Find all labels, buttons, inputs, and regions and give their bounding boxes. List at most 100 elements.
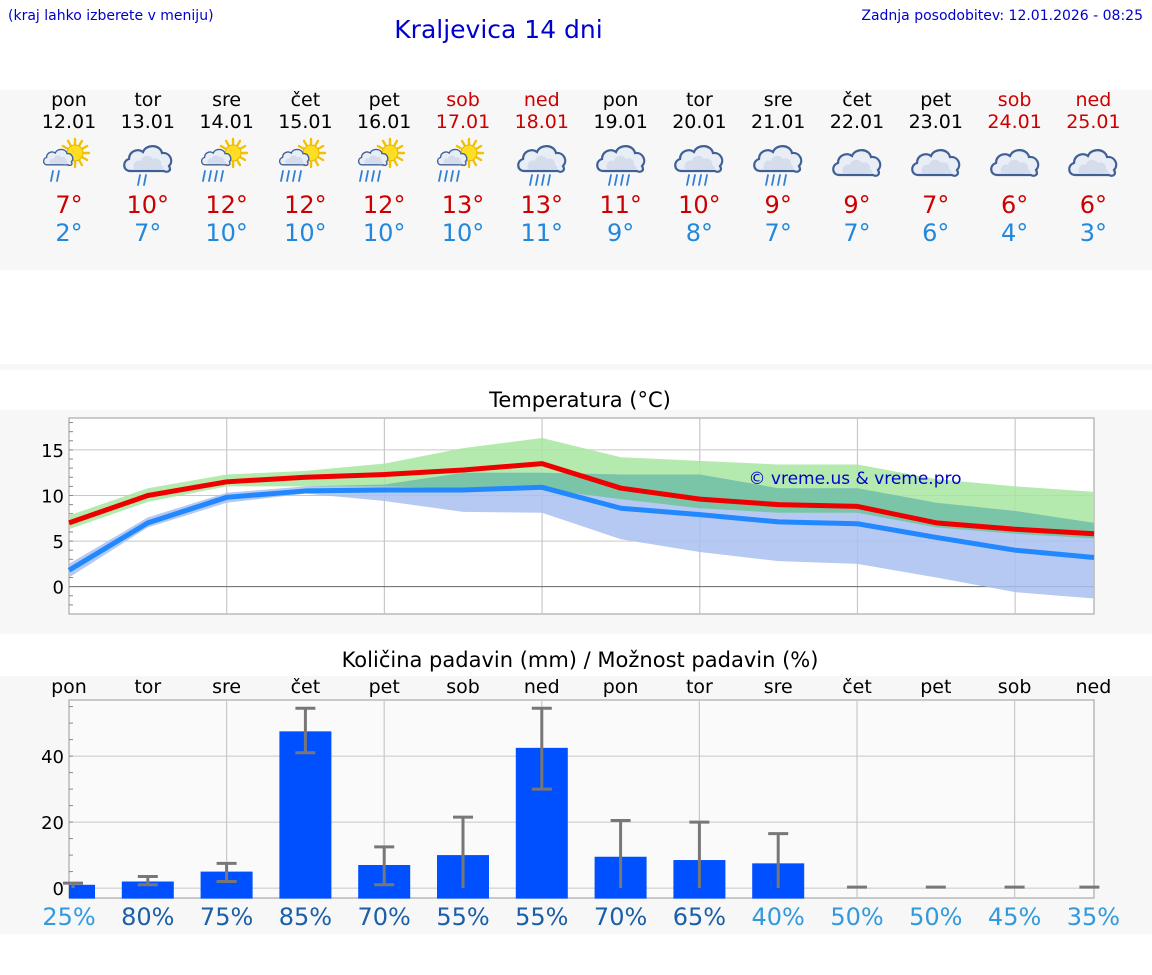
max-temperature: 9°: [764, 191, 792, 219]
precipitation-day-label: ned: [1075, 676, 1112, 698]
day-date: 18.01: [514, 111, 569, 133]
day-date: 16.01: [356, 111, 412, 133]
day-date: 22.01: [829, 111, 885, 133]
day-column: sre 14.01 12° 10°: [182, 89, 272, 247]
day-column: čet 22.01 9° 7°: [812, 89, 902, 247]
precipitation-day-label: tor: [685, 676, 713, 698]
y-tick-label: 10: [41, 486, 64, 507]
precipitation-day-label: čet: [842, 676, 872, 698]
precipitation-probability: 85%: [278, 903, 333, 931]
cloud-rain-icon: [516, 145, 567, 186]
location-menu-hint: (kraj lahko izberete v meniju): [8, 8, 214, 24]
daily-forecast-band: [0, 90, 1152, 270]
max-temperature-line: [68, 461, 1095, 537]
precipitation-day-label: tor: [134, 676, 162, 698]
day-column: tor 20.01 10° 8°: [654, 89, 744, 247]
day-column: pet 23.01 7° 6°: [891, 89, 981, 247]
day-date: 20.01: [672, 111, 727, 133]
max-temperature: 10°: [678, 191, 721, 219]
min-temperature: 10°: [205, 219, 248, 247]
cloud-icon: [1068, 149, 1118, 177]
min-temperature: 4°: [1000, 219, 1029, 247]
precipitation-probability: 25%: [42, 903, 96, 931]
day-name: čet: [290, 89, 321, 111]
day-date: 15.01: [278, 111, 333, 133]
day-date: 14.01: [199, 111, 254, 133]
day-name: sre: [763, 89, 793, 111]
y-tick-label: 0: [53, 578, 64, 599]
day-date: 19.01: [593, 111, 648, 133]
day-date: 13.01: [120, 111, 175, 133]
max-temperature: 11°: [599, 191, 642, 219]
precipitation-probability: 50%: [909, 903, 963, 931]
day-column: sob 24.01 6° 4°: [970, 89, 1060, 247]
precipitation-day-label: sre: [763, 676, 793, 698]
min-temperature: 3°: [1079, 219, 1108, 247]
precipitation-chart-title: Količina padavin (mm) / Možnost padavin …: [341, 648, 819, 672]
partly-sunny-rain-icon: [42, 137, 91, 182]
page-title: Kraljevica 14 dni: [394, 15, 603, 44]
cloud-rain-icon: [674, 145, 724, 186]
day-column: sob 17.01 13° 10°: [418, 89, 508, 247]
precipitation-bar: [69, 884, 95, 899]
day-name: sob: [997, 89, 1032, 111]
day-name: pon: [51, 89, 87, 111]
y-tick-label: 20: [41, 813, 64, 834]
day-name: sre: [212, 89, 242, 111]
watermark: © vreme.us & vreme.pro: [748, 469, 961, 489]
precipitation-day-label: sre: [212, 676, 242, 698]
min-temperature: 7°: [843, 219, 871, 247]
day-date: 17.01: [435, 111, 491, 133]
precipitation-probability: 70%: [357, 903, 411, 931]
day-column: pon 19.01 11° 9°: [576, 89, 666, 247]
temperature-chart-title: Temperatura (°C): [489, 388, 671, 412]
precipitation-day-label: pon: [602, 676, 639, 698]
min-temperature: 8°: [685, 219, 714, 247]
day-column: pet 16.01 12° 10°: [339, 89, 429, 247]
day-name: sob: [446, 89, 480, 111]
max-temperature: 13°: [520, 191, 564, 219]
precipitation-probability: 80%: [121, 903, 175, 931]
cloud-light-rain-icon: [122, 145, 173, 186]
overlap-band: [69, 472, 1094, 564]
day-column: čet 15.01 12° 10°: [260, 89, 350, 247]
day-name: tor: [134, 89, 162, 111]
min-temperature: 10°: [441, 219, 485, 247]
precipitation-day-label: pet: [368, 676, 400, 698]
max-temperature: 6°: [1079, 191, 1108, 219]
max-temperature: 12°: [284, 191, 327, 219]
min-temperature: 7°: [134, 219, 162, 247]
day-column: pon 12.01 7° 2°: [24, 89, 114, 247]
min-temperature: 9°: [606, 219, 635, 247]
day-date: 12.01: [41, 111, 97, 133]
day-date: 23.01: [908, 111, 963, 133]
y-tick-label: 0: [53, 879, 64, 900]
precipitation-probability: 55%: [436, 903, 490, 931]
sun-cloud-rain-icon: [358, 137, 406, 182]
cloud-icon: [832, 149, 882, 177]
precipitation-bar: [121, 881, 174, 899]
day-date: 21.01: [750, 111, 806, 133]
sun-cloud-rain-icon: [279, 137, 327, 182]
precipitation-probability: 55%: [515, 903, 569, 931]
precipitation-probability: 45%: [987, 903, 1042, 931]
day-name: tor: [685, 89, 713, 111]
day-column: tor 13.01 10° 7°: [103, 89, 193, 247]
precipitation-day-label: ned: [523, 676, 560, 698]
day-column: ned 18.01 13° 11°: [497, 89, 587, 247]
max-temperature: 7°: [55, 191, 83, 219]
last-updated: Zadnja posodobitev: 12.01.2026 - 08:25: [861, 8, 1143, 24]
max-temperature: 12°: [362, 191, 406, 219]
day-name: ned: [1075, 89, 1112, 111]
precipitation-day-label: sob: [997, 676, 1032, 698]
cloud-rain-icon: [595, 145, 645, 186]
plot-area: [68, 699, 1095, 899]
day-column: ned 25.01 6° 3°: [1048, 89, 1138, 247]
day-name: pon: [602, 89, 639, 111]
divider-band: [0, 364, 1152, 370]
day-date: 24.01: [987, 111, 1042, 133]
precipitation-day-label: sob: [446, 676, 480, 698]
min-temperature: 10°: [362, 219, 406, 247]
precipitation-probability: 40%: [751, 903, 805, 931]
max-temperature: 12°: [205, 191, 248, 219]
